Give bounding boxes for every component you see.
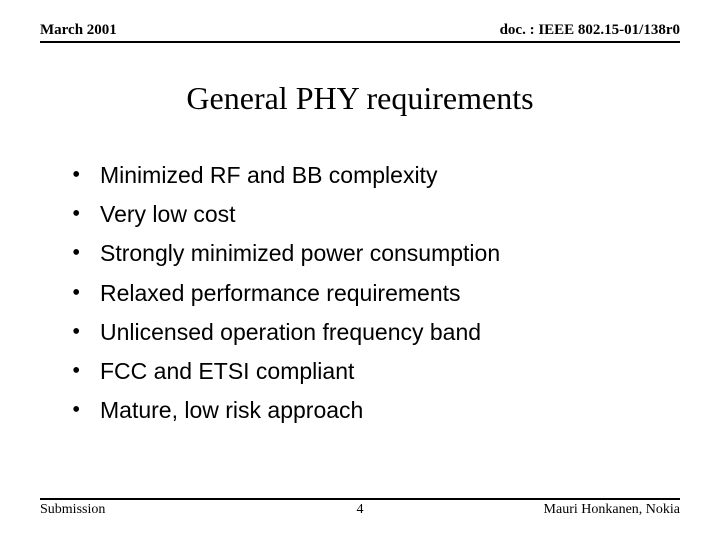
bullet-list: • Minimized RF and BB complexity • Very … (72, 160, 660, 434)
footer-left: Submission (40, 502, 105, 518)
header-docref: doc. : IEEE 802.15-01/138r0 (500, 22, 680, 39)
slide-header: March 2001 doc. : IEEE 802.15-01/138r0 (40, 22, 680, 43)
bullet-text: Relaxed performance requirements (100, 278, 461, 309)
list-item: • Very low cost (72, 199, 660, 230)
list-item: • Strongly minimized power consumption (72, 238, 660, 269)
bullet-icon: • (72, 199, 100, 230)
slide-footer: Submission 4 Mauri Honkanen, Nokia (40, 498, 680, 518)
footer-author: Mauri Honkanen, Nokia (544, 502, 680, 518)
list-item: • Minimized RF and BB complexity (72, 160, 660, 191)
bullet-text: Mature, low risk approach (100, 395, 363, 426)
bullet-icon: • (72, 160, 100, 191)
list-item: • FCC and ETSI compliant (72, 356, 660, 387)
bullet-text: Strongly minimized power consumption (100, 238, 500, 269)
bullet-icon: • (72, 278, 100, 309)
bullet-icon: • (72, 395, 100, 426)
bullet-icon: • (72, 317, 100, 348)
bullet-text: Minimized RF and BB complexity (100, 160, 437, 191)
list-item: • Unlicensed operation frequency band (72, 317, 660, 348)
list-item: • Relaxed performance requirements (72, 278, 660, 309)
bullet-icon: • (72, 238, 100, 269)
header-date: March 2001 (40, 22, 117, 39)
list-item: • Mature, low risk approach (72, 395, 660, 426)
bullet-icon: • (72, 356, 100, 387)
bullet-text: Unlicensed operation frequency band (100, 317, 481, 348)
bullet-text: FCC and ETSI compliant (100, 356, 354, 387)
slide-title: General PHY requirements (0, 80, 720, 117)
footer-page-number: 4 (357, 502, 364, 518)
bullet-text: Very low cost (100, 199, 236, 230)
